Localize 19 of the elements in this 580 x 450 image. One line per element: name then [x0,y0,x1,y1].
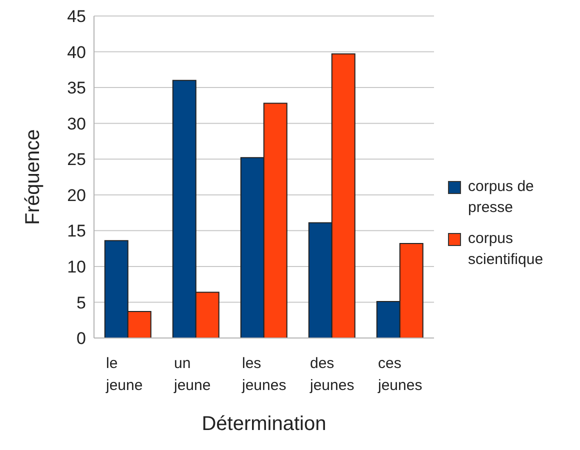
x-tick-label: le jeune [105,355,143,394]
legend-label: corpus de presse [468,177,535,218]
legend-label: corpus scientifique [468,229,544,270]
y-tick-label: 15 [67,222,86,241]
y-tick-label: 40 [67,42,86,62]
y-tick-label: 25 [67,150,86,170]
y-tick-label: 45 [67,7,86,26]
y-tick-label: 5 [76,293,86,312]
y-tick-label: 0 [76,329,86,348]
y-tick-label: 10 [67,257,86,276]
x-tick-label: des jeunes [309,355,354,394]
x-axis-title: Détermination [202,413,326,435]
y-axis-title: Fréquence [22,129,44,225]
x-tick-label: les jeunes [241,355,286,394]
y-tick-label: 35 [67,78,86,98]
y-tick-label: 30 [67,114,86,134]
x-tick-label: ces jeunes [377,355,422,394]
y-tick-label: 20 [67,186,86,205]
x-tick-label: un jeune [173,355,211,394]
